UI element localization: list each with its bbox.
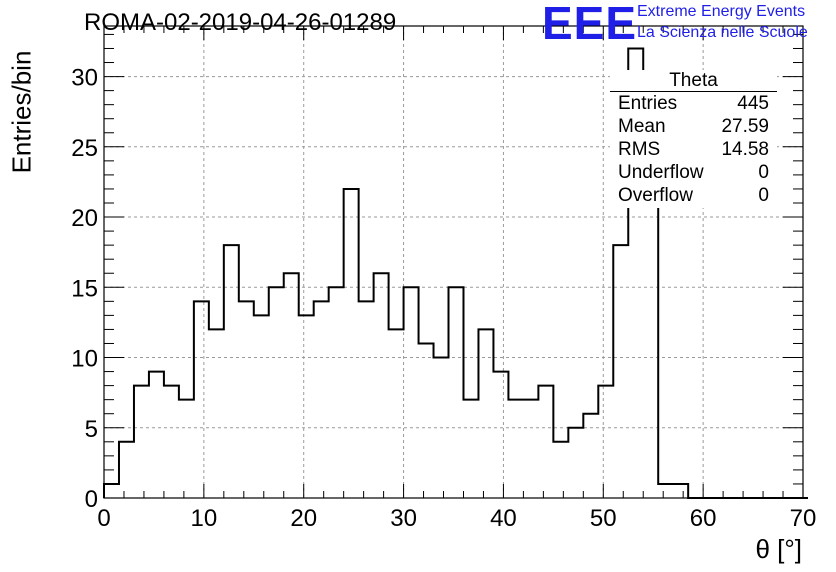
x-tick-label: 10	[191, 505, 218, 532]
org-subtitle: La Scienza nelle Scuole	[637, 24, 808, 41]
histogram-bin	[254, 315, 269, 498]
y-tick-label: 20	[71, 205, 98, 232]
histogram-bin	[613, 245, 628, 498]
histogram-bin	[194, 301, 209, 498]
y-tick-label: 25	[71, 135, 98, 162]
histogram-bin	[179, 400, 194, 498]
stats-label: RMS	[618, 139, 661, 160]
histogram-bin	[299, 315, 314, 498]
histogram-bin	[523, 400, 538, 498]
histogram-bin	[673, 484, 688, 498]
histogram-bin	[568, 428, 583, 498]
histogram-bin	[284, 273, 299, 498]
x-tick-label: 60	[690, 505, 717, 532]
stats-title: Theta	[669, 70, 718, 91]
histogram-bin	[374, 273, 389, 498]
histogram-bin	[508, 400, 523, 498]
tick-labels: 0 10 20 30 40 50 60 70 0 5 10 15 20 25 30	[71, 65, 816, 532]
histogram-bin	[643, 161, 658, 498]
stats-divider	[610, 91, 777, 92]
histogram-bin	[463, 400, 478, 498]
histogram-bin	[478, 329, 493, 498]
stats-box: Theta Entries 445 Mean 27.59 RMS 14.58 U…	[610, 70, 777, 208]
x-tick-label: 40	[490, 505, 517, 532]
stats-value: 0	[758, 162, 769, 183]
histogram-bin	[658, 484, 673, 498]
histogram-bin	[134, 386, 149, 498]
y-tick-label: 30	[71, 65, 98, 92]
stats-label: Overflow	[618, 185, 693, 206]
axis-ticks	[103, 26, 804, 499]
x-tick-label: 50	[590, 505, 617, 532]
histogram-bin	[224, 245, 239, 498]
y-tick-label: 5	[85, 416, 98, 443]
x-tick-label: 30	[390, 505, 417, 532]
stats-value: 14.58	[721, 139, 769, 160]
histogram-bin	[359, 301, 374, 498]
histogram-bin	[598, 386, 613, 498]
histogram-bin	[449, 287, 464, 498]
histogram-bin	[149, 372, 164, 498]
histogram-bin	[119, 442, 134, 498]
histogram-series	[103, 47, 808, 499]
eee-logo: EEE	[542, 0, 638, 49]
histogram-bin	[493, 372, 508, 498]
y-tick-label: 10	[71, 346, 98, 373]
histogram-bin	[419, 343, 434, 498]
y-axis-label: Entries/bin	[6, 50, 37, 174]
histogram-bin	[583, 414, 598, 498]
stats-label: Mean	[618, 116, 666, 137]
histogram-bin	[344, 189, 359, 498]
stats-label: Underflow	[618, 162, 704, 183]
stats-label: Entries	[618, 93, 678, 114]
histogram-outline	[103, 47, 808, 499]
org-name: Extreme Energy Events	[637, 3, 806, 20]
plot-border	[103, 25, 804, 499]
histogram-bin	[538, 386, 553, 498]
histogram-bin	[164, 386, 179, 498]
y-tick-label: 15	[71, 275, 98, 302]
histogram-bin	[104, 484, 119, 498]
histogram-bin	[329, 287, 344, 498]
histogram-bin	[269, 287, 284, 498]
histogram-bin	[404, 287, 419, 498]
stats-value: 445	[737, 93, 769, 114]
x-axis-label: θ [°]	[755, 534, 802, 564]
x-tick-label: 0	[97, 505, 110, 532]
histogram-bin	[209, 329, 224, 498]
chart-title: ROMA-02-2019-04-26-01289	[84, 9, 397, 36]
stats-value: 0	[758, 185, 769, 206]
x-tick-label: 20	[290, 505, 317, 532]
plot-frame	[103, 25, 804, 499]
y-tick-label: 0	[85, 486, 98, 513]
histogram-bin	[314, 301, 329, 498]
x-tick-label: 70	[790, 505, 817, 532]
histogram-bin	[389, 329, 404, 498]
stats-value: 27.59	[721, 116, 769, 137]
histogram-bin	[239, 301, 254, 498]
histogram-bin	[553, 442, 568, 498]
